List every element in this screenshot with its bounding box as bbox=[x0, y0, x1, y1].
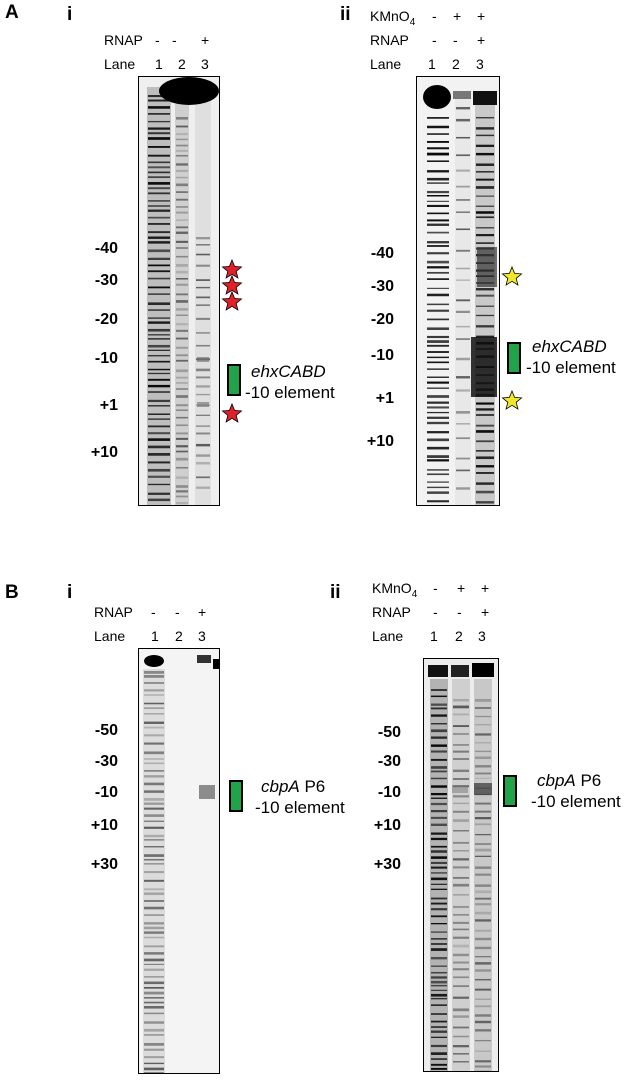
b-ii-reagent-name: KMnO4 bbox=[372, 580, 418, 600]
a-i-marker-m20: -20 bbox=[94, 311, 118, 328]
red-star-icon bbox=[221, 274, 243, 295]
panel-a-letter: A bbox=[5, 2, 19, 23]
b-i-marker-p30: +30 bbox=[90, 856, 118, 873]
a-ii-row-lane-name: Lane bbox=[370, 56, 402, 72]
a-i-gene-name: ehxCABD bbox=[251, 362, 326, 381]
a-i-marker-m30: -30 bbox=[94, 272, 118, 289]
a-i-lane3: 3 bbox=[201, 56, 209, 72]
b-ii-rnap-lane2: - bbox=[457, 604, 462, 620]
a-ii-element-text: -10 element bbox=[526, 358, 616, 377]
a-ii-marker-p1: +1 bbox=[375, 390, 394, 407]
red-star-icon bbox=[221, 402, 243, 423]
red-star-icon bbox=[221, 258, 243, 279]
a-ii-star-icons bbox=[501, 265, 523, 410]
b-i-element-text: -10 element bbox=[255, 798, 345, 817]
panel-b-ii-label: ii bbox=[330, 582, 341, 603]
b-ii-element-box bbox=[503, 775, 517, 807]
b-i-rnap-lane3: + bbox=[198, 604, 207, 620]
yellow-star-icon bbox=[501, 389, 523, 410]
b-ii-marker-p10: +10 bbox=[373, 817, 401, 834]
a-ii-marker-m40: -40 bbox=[370, 245, 394, 262]
panel-b-letter: B bbox=[5, 582, 19, 603]
b-ii-reagent-lane2: + bbox=[457, 580, 466, 596]
a-i-element-label: ehxCABD -10 element bbox=[245, 361, 335, 403]
panel-a-i-label: i bbox=[67, 4, 73, 25]
a-i-rnap-lane2: - bbox=[172, 32, 177, 48]
b-i-marker-p10: +10 bbox=[90, 817, 118, 834]
a-ii-lane1: 1 bbox=[428, 56, 436, 72]
b-i-element-box bbox=[229, 780, 243, 812]
b-i-lane2: 2 bbox=[175, 628, 183, 644]
a-ii-lane2: 2 bbox=[452, 56, 460, 72]
a-i-marker-p1: +1 bbox=[99, 397, 118, 414]
a-ii-row-rnap-name: RNAP bbox=[370, 32, 409, 48]
b-i-row-lane-name: Lane bbox=[94, 628, 126, 644]
a-i-lane1: 1 bbox=[155, 56, 163, 72]
a-ii-marker-p10: +10 bbox=[366, 433, 394, 450]
a-ii-rnap-lane3: + bbox=[477, 32, 486, 48]
b-ii-marker-p30: +30 bbox=[373, 856, 401, 873]
gel-image-b-i bbox=[138, 648, 220, 1074]
red-star-icon bbox=[221, 290, 243, 311]
b-ii-rnap-lane3: + bbox=[481, 604, 490, 620]
b-ii-lane3: 3 bbox=[478, 628, 486, 644]
yellow-star-icon bbox=[501, 265, 523, 286]
a-ii-gene-name: ehxCABD bbox=[532, 337, 607, 356]
b-i-lane3: 3 bbox=[198, 628, 206, 644]
a-i-rnap-lane1: - bbox=[155, 32, 160, 48]
a-ii-rnap-lane2: - bbox=[453, 32, 458, 48]
b-i-element-label: cbpA P6 -10 element bbox=[255, 776, 345, 818]
a-i-rnap-lane3: + bbox=[201, 32, 210, 48]
b-ii-element-label: cbpA P6 -10 element bbox=[531, 770, 621, 812]
gel-image-b-ii bbox=[423, 658, 499, 1072]
b-i-rnap-lane1: - bbox=[151, 604, 156, 620]
b-ii-rnap-lane1: - bbox=[433, 604, 438, 620]
a-ii-marker-m30: -30 bbox=[370, 278, 394, 295]
b-ii-marker-m30: -30 bbox=[377, 753, 401, 770]
panel-a-ii-label: ii bbox=[340, 4, 351, 25]
a-i-star-icons bbox=[221, 258, 243, 423]
a-ii-marker-m20: -20 bbox=[370, 311, 394, 328]
b-i-marker-m30: -30 bbox=[94, 753, 118, 770]
b-ii-lane1: 1 bbox=[430, 628, 438, 644]
b-ii-lane2: 2 bbox=[455, 628, 463, 644]
b-ii-element-text: -10 element bbox=[531, 792, 621, 811]
b-ii-gene: cbpA P6 bbox=[537, 771, 602, 790]
b-ii-reagent-lane1: - bbox=[433, 580, 438, 596]
b-i-marker-m50: -50 bbox=[94, 722, 118, 739]
gel-image-a-ii bbox=[416, 76, 500, 506]
b-ii-row-rnap-name: RNAP bbox=[372, 604, 411, 620]
b-ii-row-lane-name: Lane bbox=[372, 628, 404, 644]
a-ii-element-box bbox=[507, 342, 521, 374]
a-i-marker-m10: -10 bbox=[94, 350, 118, 367]
b-i-lane1: 1 bbox=[151, 628, 159, 644]
a-ii-rnap-lane1: - bbox=[432, 32, 437, 48]
b-i-row-rnap-name: RNAP bbox=[94, 604, 133, 620]
a-ii-reagent-lane3: + bbox=[477, 8, 486, 24]
a-ii-element-label: ehxCABD -10 element bbox=[526, 336, 616, 378]
gel-image-a-i bbox=[138, 76, 220, 506]
b-ii-reagent-lane3: + bbox=[481, 580, 490, 596]
a-i-element-text: -10 element bbox=[245, 383, 335, 402]
a-i-lane2: 2 bbox=[178, 56, 186, 72]
b-i-rnap-lane2: - bbox=[175, 604, 180, 620]
a-i-marker-p10: +10 bbox=[90, 444, 118, 461]
a-ii-reagent-lane1: - bbox=[432, 8, 437, 24]
b-i-gene: cbpA P6 bbox=[261, 777, 326, 796]
a-ii-reagent-lane2: + bbox=[453, 8, 462, 24]
a-ii-lane3: 3 bbox=[476, 56, 484, 72]
b-i-marker-m10: -10 bbox=[94, 784, 118, 801]
a-i-element-box bbox=[227, 364, 241, 396]
panel-b-i-label: i bbox=[67, 582, 73, 603]
a-ii-marker-m10: -10 bbox=[370, 347, 394, 364]
a-i-row-rnap-name: RNAP bbox=[104, 32, 143, 48]
a-ii-reagent-name: KMnO4 bbox=[370, 8, 416, 28]
a-i-row-lane-name: Lane bbox=[104, 56, 136, 72]
b-ii-marker-m50: -50 bbox=[377, 724, 401, 741]
b-ii-marker-m10: -10 bbox=[377, 784, 401, 801]
a-i-marker-m40: -40 bbox=[94, 240, 118, 257]
